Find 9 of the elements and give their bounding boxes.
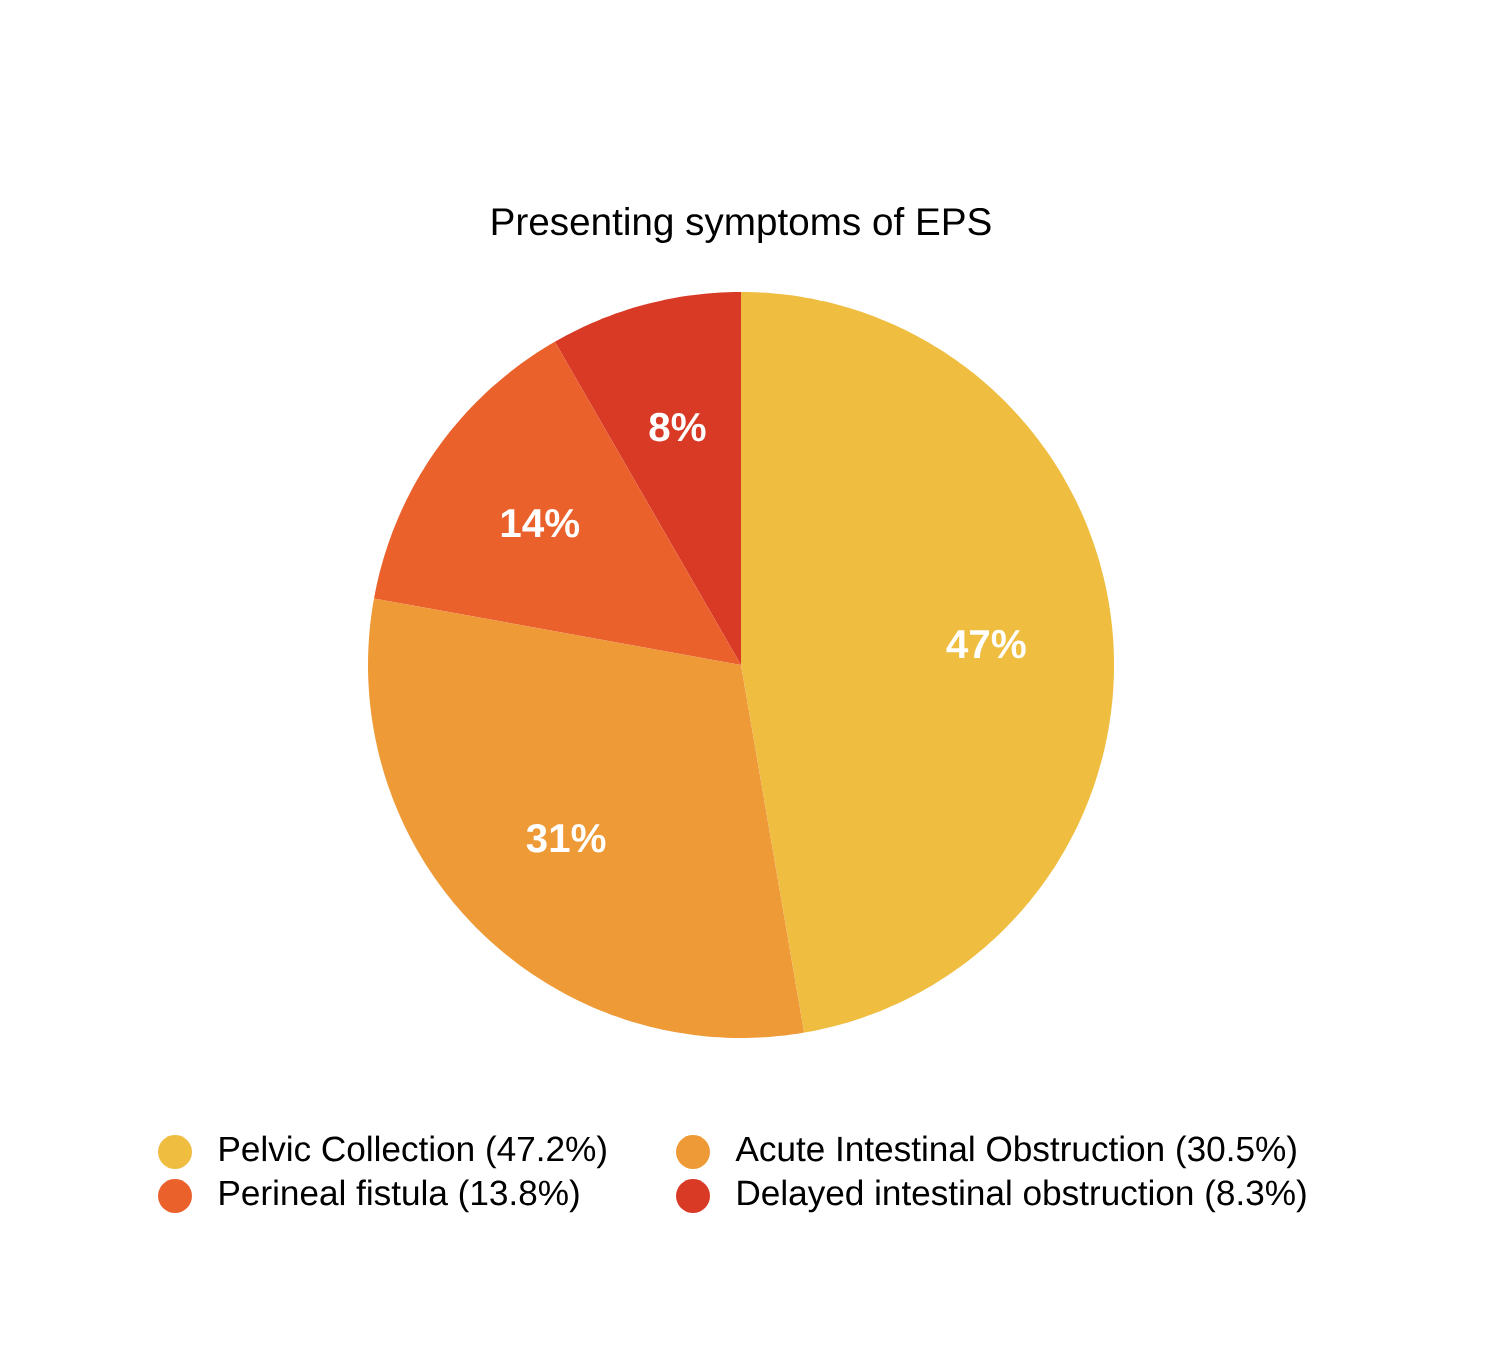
data-label: 14% [501, 508, 580, 538]
chart-title: Presenting symptoms of EPS [492, 206, 991, 243]
legend-label: Delayed intestinal obstruction (8.3%) [738, 1179, 1306, 1213]
data-label: 31% [526, 823, 606, 853]
legend-label: Pelvic Collection (47.2%) [220, 1135, 606, 1169]
data-label: 47% [946, 629, 1026, 659]
data-label: 8% [649, 412, 706, 442]
legend-label: Perineal fistula (13.8%) [220, 1179, 579, 1213]
legend-label: Acute Intestinal Obstruction (30.5%) [735, 1135, 1296, 1169]
